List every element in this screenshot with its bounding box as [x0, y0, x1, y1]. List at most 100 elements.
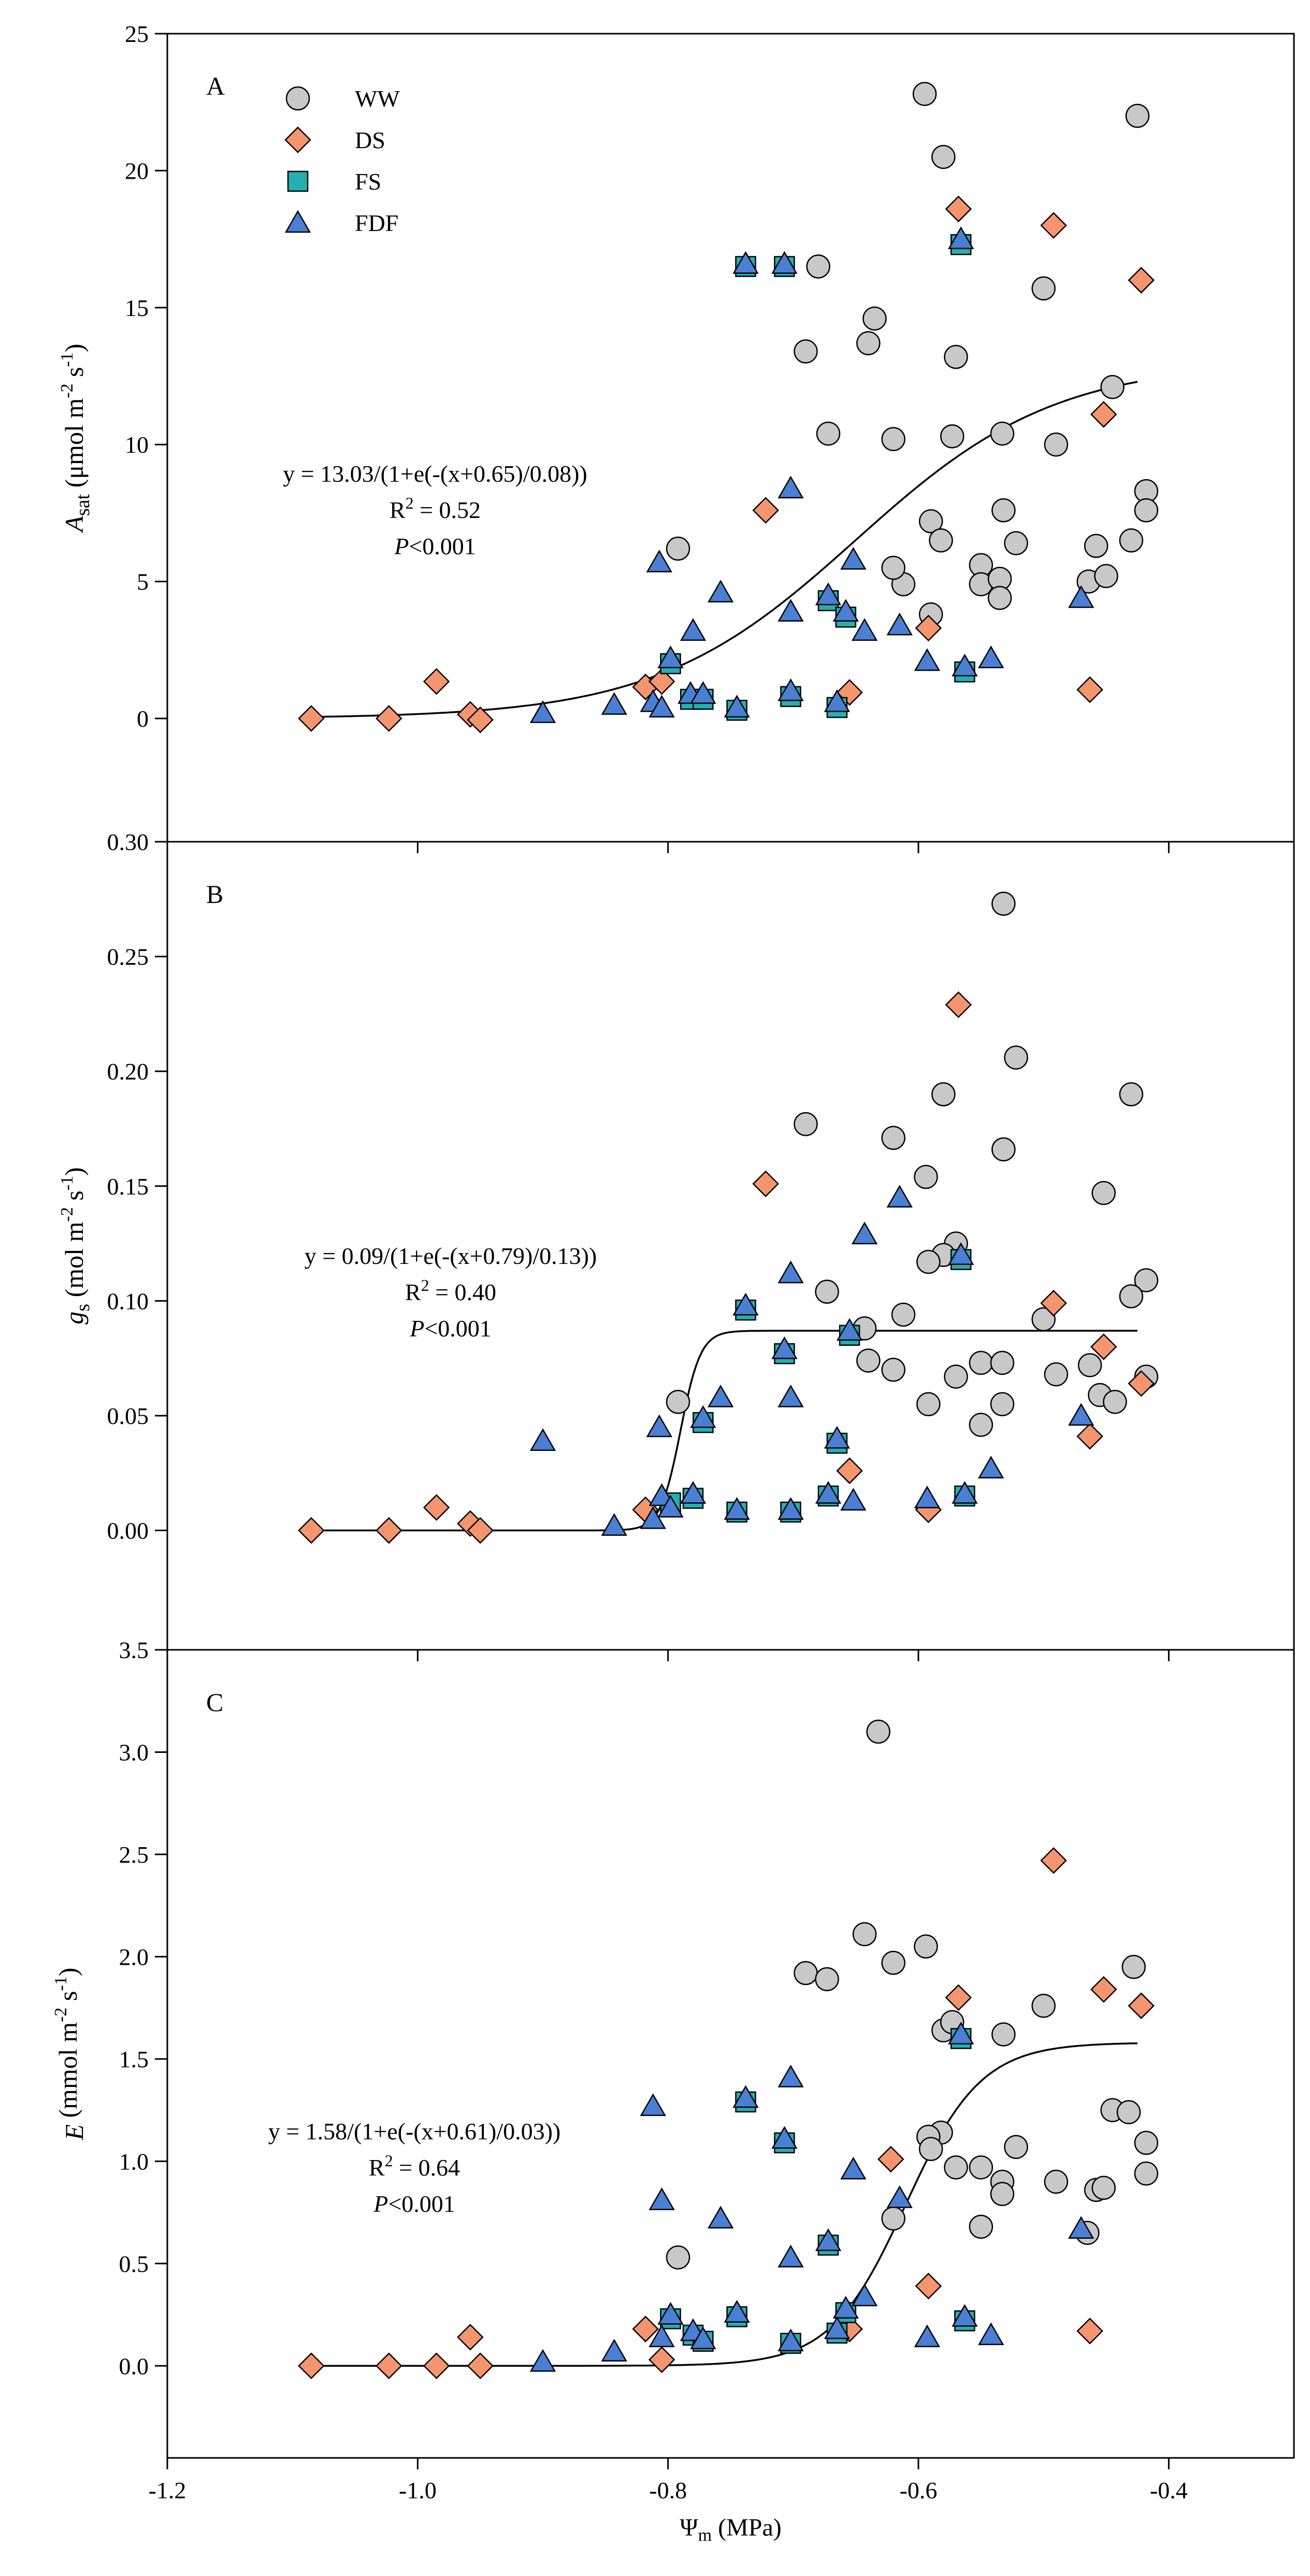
- fit-p-value: P<0.001: [409, 1315, 492, 1342]
- data-point-fdf: [778, 1384, 804, 1407]
- legend-marker-fdf: [284, 210, 311, 233]
- y-axis-label-subscript: sat: [72, 494, 94, 516]
- data-point-fdf: [948, 2021, 974, 2045]
- data-point-ds: [1090, 1976, 1117, 2003]
- x-axis-label: Ψm (MPa): [680, 2514, 782, 2545]
- data-point-ww: [991, 891, 1016, 916]
- data-point-ww: [1119, 1082, 1144, 1106]
- legend-marker-ds: [284, 126, 311, 153]
- data-point-fdf: [657, 645, 684, 668]
- y-tick-label: 3.0: [119, 1739, 149, 1765]
- data-point-ds: [632, 2315, 659, 2342]
- data-point-ww: [1116, 2100, 1141, 2124]
- y-tick-label: 0.15: [107, 1173, 149, 1200]
- data-point-fdf: [815, 1481, 842, 1504]
- data-point-fdf: [886, 2185, 913, 2208]
- r-squared-symbol: R: [390, 497, 406, 523]
- r-squared-symbol: R: [405, 1279, 421, 1305]
- data-point-ww: [1044, 432, 1069, 457]
- y-axis-label-unit-s: s: [60, 367, 89, 383]
- data-point-fdf: [1068, 1403, 1095, 1426]
- data-point-ww: [1084, 534, 1109, 558]
- data-point-fdf: [778, 2064, 804, 2088]
- data-point-ds: [457, 2324, 484, 2351]
- data-point-fdf: [778, 599, 804, 622]
- data-point-ds: [945, 1984, 972, 2011]
- data-point-ds: [836, 1457, 863, 1485]
- data-point-ww: [881, 427, 905, 451]
- data-point-ww: [969, 1350, 994, 1375]
- panel-letter: A: [206, 71, 225, 100]
- x-tick-label: -0.6: [900, 2477, 938, 2503]
- fit-equation: y = 0.09/(1+e(-(x+0.79)/0.13)): [305, 1243, 597, 1269]
- data-point-fdf: [771, 251, 798, 274]
- data-point-fdf: [640, 2093, 666, 2116]
- data-point-ww: [806, 254, 830, 279]
- data-point-ww: [1103, 1390, 1127, 1414]
- y-axis-label-superscript: -2: [57, 383, 77, 398]
- y-tick-label: 1.0: [119, 2148, 149, 2175]
- data-point-ww: [990, 1350, 1015, 1375]
- data-point-fdf: [948, 1242, 974, 1265]
- data-point-ds: [1128, 1992, 1155, 2019]
- data-point-ww: [815, 1279, 839, 1304]
- data-point-fdf: [708, 1384, 734, 1407]
- y-axis-label-unit: (mmol m: [53, 2022, 82, 2124]
- series-fdf: [529, 2021, 1095, 2372]
- data-point-ww: [666, 1390, 690, 1414]
- fit-equation: y = 13.03/(1+e(-(x+0.65)/0.08)): [283, 460, 587, 487]
- data-point-ww: [969, 2214, 994, 2239]
- data-point-ww: [914, 1934, 938, 1959]
- data-point-ww: [1094, 564, 1118, 588]
- data-point-ww: [969, 1413, 994, 1437]
- data-point-fdf: [914, 648, 941, 671]
- data-point-ww: [1004, 2135, 1028, 2159]
- data-point-ww: [1031, 276, 1056, 301]
- series-ww: [666, 1719, 1159, 2270]
- data-point-ds: [915, 614, 942, 642]
- data-point-ww: [666, 536, 690, 561]
- data-point-ww: [916, 1249, 941, 1274]
- data-point-ds: [298, 705, 325, 732]
- data-point-fdf: [815, 582, 842, 606]
- legend-item-fdf: FDF: [284, 210, 398, 236]
- p-value-symbol: P: [373, 2191, 388, 2217]
- data-point-fdf: [824, 689, 851, 712]
- data-point-fdf: [708, 2206, 734, 2229]
- data-point-fdf: [724, 695, 750, 718]
- data-point-fdf: [601, 692, 627, 715]
- data-point-ww: [990, 1392, 1015, 1417]
- data-point-fdf: [690, 681, 716, 704]
- fit-p-value: P<0.001: [373, 2191, 455, 2217]
- data-point-fdf: [724, 1497, 750, 1520]
- data-point-ww: [794, 1112, 818, 1136]
- data-point-fdf: [640, 1506, 666, 1529]
- y-axis-label-subscript: s: [72, 1304, 94, 1312]
- data-point-ww: [666, 2245, 690, 2270]
- y-axis-label-unit: (mol m: [60, 1221, 89, 1303]
- data-point-fdf: [732, 1292, 759, 1316]
- data-point-ww: [1077, 1353, 1102, 1377]
- data-point-ww: [1125, 104, 1150, 128]
- y-tick-label: 0.00: [107, 1518, 149, 1544]
- data-point-ww: [929, 528, 953, 553]
- y-axis-label: Asat (μmol m-2 s-1): [57, 343, 94, 533]
- legend-label: DS: [355, 127, 385, 153]
- data-point-ww: [1119, 528, 1144, 553]
- data-point-ww: [881, 1358, 905, 1382]
- y-tick-label: 0.30: [107, 829, 149, 855]
- y-tick-label: 0.10: [107, 1288, 149, 1314]
- y-tick-label: 0.5: [119, 2251, 149, 2277]
- data-point-ww: [944, 1364, 968, 1389]
- data-point-fdf: [778, 2244, 804, 2268]
- y-tick-label: 15: [125, 295, 149, 321]
- data-point-fdf: [851, 618, 878, 641]
- data-point-ds: [423, 2352, 450, 2380]
- x-tick-label: -1.2: [149, 2477, 186, 2503]
- fit-equation: y = 1.58/(1+e(-(x+0.61)/0.03)): [268, 2118, 561, 2145]
- series-fdf: [529, 1185, 1095, 1536]
- data-point-ww: [914, 1164, 938, 1189]
